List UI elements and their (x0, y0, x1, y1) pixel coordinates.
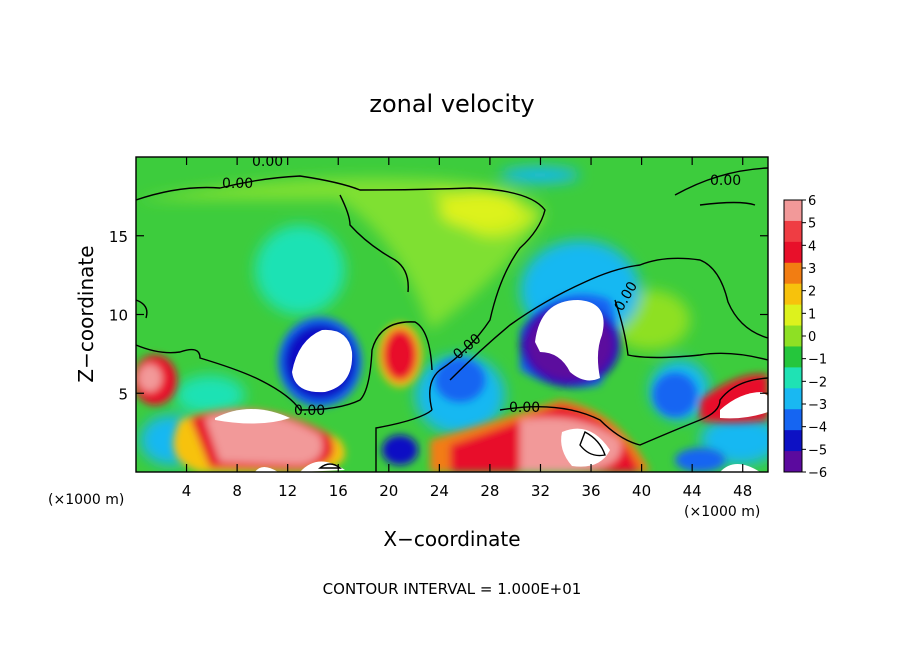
colorbar-swatch (784, 241, 802, 264)
contour-label: 0.00 (252, 154, 283, 170)
colorbar-label: −1 (808, 353, 827, 368)
x-tick-label: 28 (480, 482, 499, 500)
colorbar-label: −5 (808, 443, 827, 458)
colorbar-label: 6 (808, 194, 816, 209)
colorbar-label: 1 (808, 307, 816, 322)
colorbar-swatch (784, 262, 802, 285)
velocity-field: 0.00 0.00 0.00 0.00 0.00 0.00 0.00 (136, 154, 768, 472)
colorbar-swatch (784, 304, 802, 327)
y-tick-label: 15 (109, 228, 128, 246)
colorbar-swatch (784, 367, 802, 389)
colorbar-swatch (784, 388, 802, 410)
contour-label: 0.00 (294, 403, 325, 419)
colorbar-swatch (784, 451, 802, 473)
x-unit-left: (×1000 m) (48, 492, 124, 508)
x-tick-label: 48 (733, 482, 752, 500)
colorbar-swatch (784, 346, 802, 368)
y-axis-title: Z−coordinate (74, 245, 98, 382)
colorbar-label: −6 (808, 466, 827, 481)
x-tick-label: 20 (379, 482, 398, 500)
colorbar-swatch (784, 283, 802, 306)
x-tick-label: 16 (329, 482, 348, 500)
x-tick-label: 8 (232, 482, 242, 500)
x-tick-label: 32 (531, 482, 550, 500)
x-axis-title: X−coordinate (383, 527, 520, 551)
colorbar-label: −2 (808, 375, 827, 390)
contour-label: 0.00 (509, 400, 540, 416)
x-tick-label: 44 (683, 482, 702, 500)
x-tick-label: 12 (278, 482, 297, 500)
x-unit-right: (×1000 m) (684, 504, 760, 520)
contour-interval: CONTOUR INTERVAL = 1.000E+01 (323, 580, 582, 598)
colorbar-swatch (784, 409, 802, 431)
x-tick-label: 24 (430, 482, 449, 500)
colorbar-label: 3 (808, 262, 816, 277)
colorbar-label: 2 (808, 285, 816, 300)
colorbar-label: −4 (808, 421, 827, 436)
colorbar-swatch (784, 430, 802, 452)
y-axis: 5 10 15 (109, 228, 768, 403)
colorbar-swatch (784, 325, 802, 347)
colorbar: 6 5 4 3 2 1 0 −1 −2 −3 −4 −5 −6 (783, 194, 827, 481)
x-axis: 4 8 12 16 20 24 28 32 36 40 44 48 (182, 157, 752, 500)
x-tick-label: 40 (632, 482, 651, 500)
colorbar-label: 4 (808, 239, 816, 254)
colorbar-label: 5 (808, 217, 816, 232)
y-tick-label: 10 (109, 307, 128, 325)
y-tick-label: 5 (118, 385, 128, 403)
chart-title: zonal velocity (369, 90, 534, 118)
x-tick-label: 36 (581, 482, 600, 500)
contour-label: 0.00 (222, 176, 253, 192)
x-tick-label: 4 (182, 482, 192, 500)
colorbar-label: −3 (808, 398, 827, 413)
colorbar-label: 0 (808, 330, 816, 345)
contour-label: 0.00 (710, 173, 741, 189)
colorbar-swatch (784, 200, 802, 222)
colorbar-swatch (784, 220, 802, 243)
